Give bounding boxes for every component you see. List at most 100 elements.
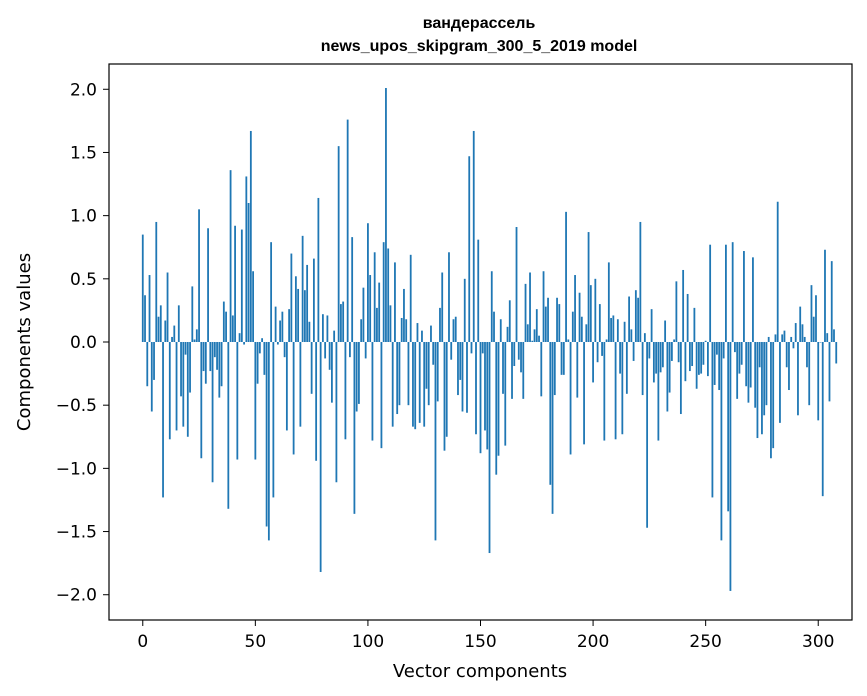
bar [794, 323, 797, 342]
bar [481, 342, 484, 354]
bar [815, 295, 817, 342]
bar [173, 325, 176, 342]
bar [578, 292, 581, 342]
bar [616, 319, 619, 342]
bar [585, 324, 588, 342]
bar [556, 297, 558, 342]
bar [634, 290, 637, 342]
x-tick-label: 250 [689, 632, 721, 652]
bar [441, 272, 444, 342]
bar [788, 342, 790, 391]
bar [630, 329, 633, 342]
bar [722, 342, 725, 359]
bar [258, 342, 261, 354]
bar [567, 339, 570, 342]
bar [641, 342, 644, 396]
bar [373, 252, 376, 342]
bar [490, 271, 493, 342]
bar [648, 342, 651, 359]
bar [747, 342, 750, 403]
bar [632, 342, 635, 361]
bar [765, 342, 768, 406]
bar [144, 295, 146, 342]
bar [243, 342, 245, 345]
bar [614, 342, 617, 440]
bar [184, 342, 187, 355]
bar [328, 342, 331, 370]
bar [364, 342, 367, 359]
bar [252, 271, 254, 342]
bar [704, 340, 707, 342]
bar [589, 285, 592, 342]
bar [360, 319, 363, 342]
bar [652, 342, 655, 383]
bar [776, 201, 779, 342]
bar [691, 342, 694, 367]
bar [204, 342, 207, 384]
bar [625, 342, 628, 394]
bar [439, 307, 441, 342]
bar [310, 342, 313, 394]
bar [315, 342, 318, 461]
bar [294, 276, 297, 342]
bar [263, 342, 266, 375]
bar [767, 336, 770, 342]
bar [414, 342, 417, 430]
bar [421, 330, 423, 342]
bar [261, 338, 263, 342]
bar [596, 342, 599, 363]
bar [367, 223, 369, 342]
bar [479, 342, 482, 454]
bar [650, 309, 653, 342]
bar [621, 342, 624, 435]
bar [153, 342, 155, 380]
bar [810, 285, 813, 342]
bar [171, 336, 173, 342]
bar [513, 342, 516, 367]
bar [553, 342, 556, 396]
bar [565, 211, 567, 342]
bar [209, 342, 212, 372]
bar [249, 130, 252, 342]
bar [643, 333, 646, 342]
bar [610, 317, 612, 342]
bar [198, 209, 200, 342]
bar [499, 319, 502, 342]
bar [605, 339, 608, 342]
bar [285, 342, 288, 431]
x-tick-label: 100 [352, 632, 384, 652]
chart-title-line-1: вандерассель [423, 15, 536, 32]
bar [529, 272, 531, 342]
bar [675, 281, 678, 342]
bar [159, 305, 162, 342]
bar [619, 342, 621, 374]
bar [711, 342, 714, 498]
bar [833, 329, 835, 342]
bar [533, 329, 536, 342]
y-tick-label: −0.5 [56, 396, 97, 416]
bar [740, 342, 743, 365]
bar [713, 342, 716, 385]
chart-title-line-2: news_upos_skipgram_300_5_2019 model [321, 38, 638, 55]
bar [418, 342, 421, 423]
bar [544, 306, 547, 342]
y-tick-label: −1.0 [56, 459, 97, 479]
bar [398, 342, 401, 406]
bar [686, 293, 689, 342]
bar [468, 156, 471, 342]
bar [763, 342, 766, 416]
bar [340, 304, 342, 342]
bar [461, 342, 464, 412]
bar [385, 88, 387, 342]
bar [301, 235, 304, 342]
bar [333, 330, 336, 342]
bar [709, 244, 712, 342]
bar [450, 342, 453, 360]
bar [207, 228, 209, 342]
bar [511, 342, 513, 399]
bar [488, 342, 491, 554]
bar [403, 288, 405, 342]
bar [189, 342, 191, 393]
